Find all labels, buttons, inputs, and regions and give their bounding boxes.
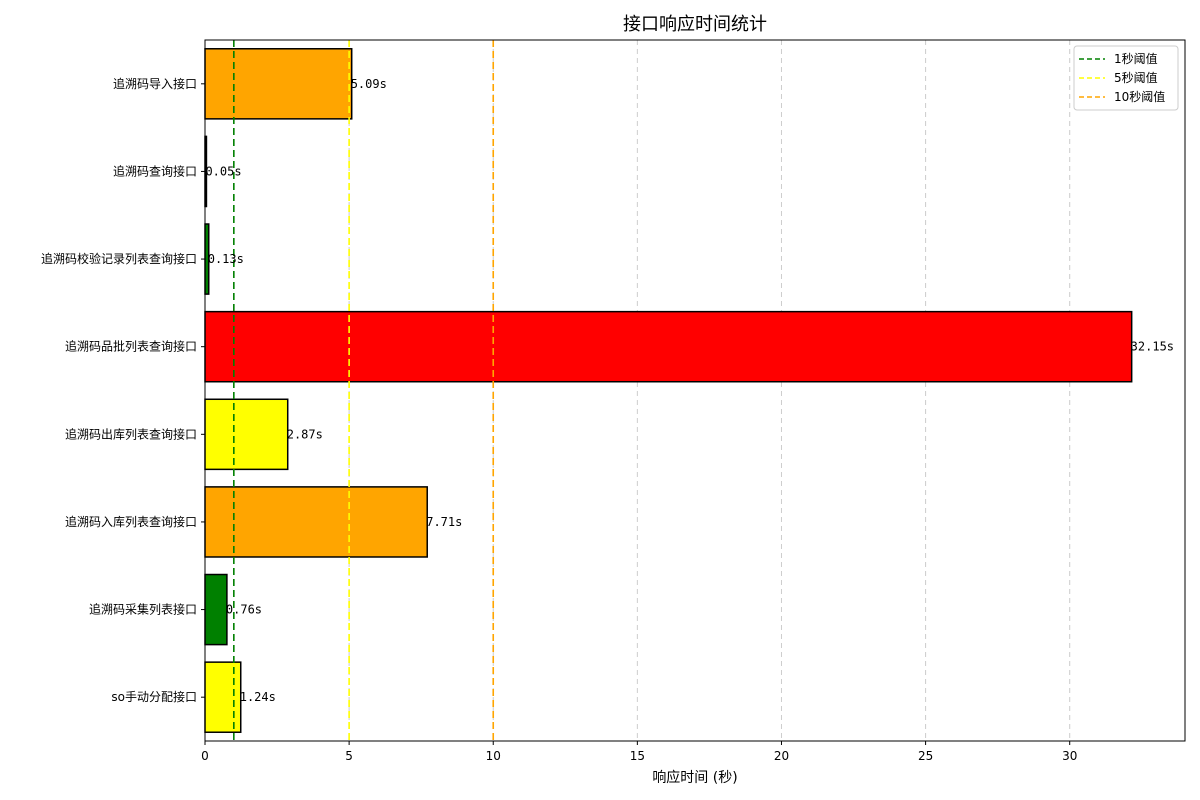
x-axis-label: 响应时间 (秒)	[652, 769, 737, 786]
y-tick-label: 追溯码品批列表查询接口	[65, 339, 197, 354]
bar-value-label: 0.13s	[208, 252, 244, 266]
bar	[204, 48, 353, 120]
legend-label: 5秒阈值	[1114, 70, 1158, 85]
x-tick-label: 25	[918, 749, 933, 763]
bar-value-label: 0.76s	[226, 603, 262, 617]
bars-group	[204, 48, 1133, 733]
bar-value-labels: 5.09s 0.05s 0.13s 32.15s 2.87s 7.71s 0.76s 1.24…	[205, 77, 1174, 704]
y-tick-label: 追溯码采集列表接口	[89, 602, 197, 617]
y-tick-label: 追溯码出库列表查询接口	[65, 426, 197, 441]
bar	[204, 486, 428, 558]
x-tick-label: 5	[345, 749, 353, 763]
y-axis-ticks: 追溯码导入接口追溯码查询接口追溯码校验记录列表查询接口追溯码品批列表查询接口追溯…	[41, 76, 205, 704]
x-tick-label: 15	[630, 749, 645, 763]
bar	[204, 310, 1133, 383]
bar	[204, 573, 228, 646]
bar	[204, 398, 289, 471]
bar-value-label: 2.87s	[287, 427, 323, 441]
legend: 1秒阈值 5秒阈值 10秒阈值	[1073, 45, 1179, 111]
bar-value-label: 32.15s	[1131, 340, 1174, 354]
chart-title: 接口响应时间统计	[623, 14, 767, 35]
plot-frame	[204, 39, 1186, 742]
y-tick-label: 追溯码查询接口	[113, 163, 197, 178]
bar-value-label: 7.71s	[426, 515, 462, 529]
x-tick-label: 10	[486, 749, 501, 763]
y-tick-label: so手动分配接口	[111, 689, 197, 704]
x-tick-label: 0	[201, 749, 209, 763]
legend-label: 10秒阈值	[1114, 89, 1165, 104]
bar-value-label: 5.09s	[351, 77, 387, 91]
threshold-lines	[233, 40, 495, 741]
y-tick-label: 追溯码校验记录列表查询接口	[41, 251, 197, 266]
y-tick-label: 追溯码导入接口	[113, 76, 197, 91]
bar	[204, 661, 242, 733]
y-tick-label: 追溯码入库列表查询接口	[65, 514, 197, 529]
legend-label: 1秒阈值	[1114, 51, 1158, 66]
bar-value-label: 1.24s	[240, 690, 276, 704]
x-tick-label: 30	[1062, 749, 1077, 763]
legend-box	[1073, 45, 1179, 111]
bar-value-label: 0.05s	[205, 164, 241, 178]
x-axis-ticks: 0 5 10 15 20 25 30	[201, 741, 1077, 763]
x-tick-label: 20	[774, 749, 789, 763]
